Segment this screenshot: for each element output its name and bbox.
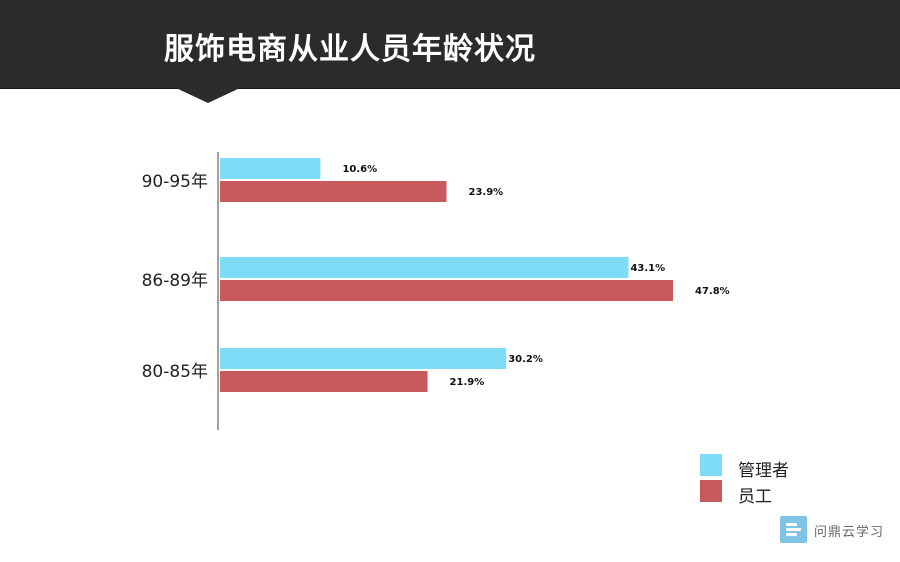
data-label-manager-90-95: 10.6% xyxy=(342,164,377,175)
data-label-manager-86-89: 43.1% xyxy=(630,263,665,274)
legend-swatch-manager xyxy=(700,454,722,476)
data-label-staff-90-95: 23.9% xyxy=(469,187,504,198)
data-label-manager-80-85: 30.2% xyxy=(508,354,543,365)
header-bar: 服饰电商从业人员年龄状况 xyxy=(0,0,900,89)
legend-label-manager: 管理者 xyxy=(738,461,789,481)
brand-logo-icon xyxy=(780,516,807,543)
watermark-text: 问鼎云学习 xyxy=(814,525,885,540)
bar-manager-90-95 xyxy=(220,158,321,179)
data-label-staff-80-85: 21.9% xyxy=(450,377,485,388)
bar-staff-86-89 xyxy=(220,280,673,301)
category-label-90-95: 90-95年 xyxy=(142,172,208,192)
bar-manager-86-89 xyxy=(220,257,629,278)
header-notch xyxy=(176,88,240,103)
bar-manager-80-85 xyxy=(220,348,507,369)
category-label-80-85: 80-85年 xyxy=(142,362,208,382)
category-label-86-89: 86-89年 xyxy=(142,271,208,291)
bar-staff-80-85 xyxy=(220,371,428,392)
data-label-staff-86-89: 47.8% xyxy=(695,286,730,297)
page-title: 服饰电商从业人员年龄状况 xyxy=(164,32,536,67)
legend-swatch-staff xyxy=(700,480,722,502)
legend-label-staff: 员工 xyxy=(738,487,772,507)
bar-staff-90-95 xyxy=(220,181,447,202)
